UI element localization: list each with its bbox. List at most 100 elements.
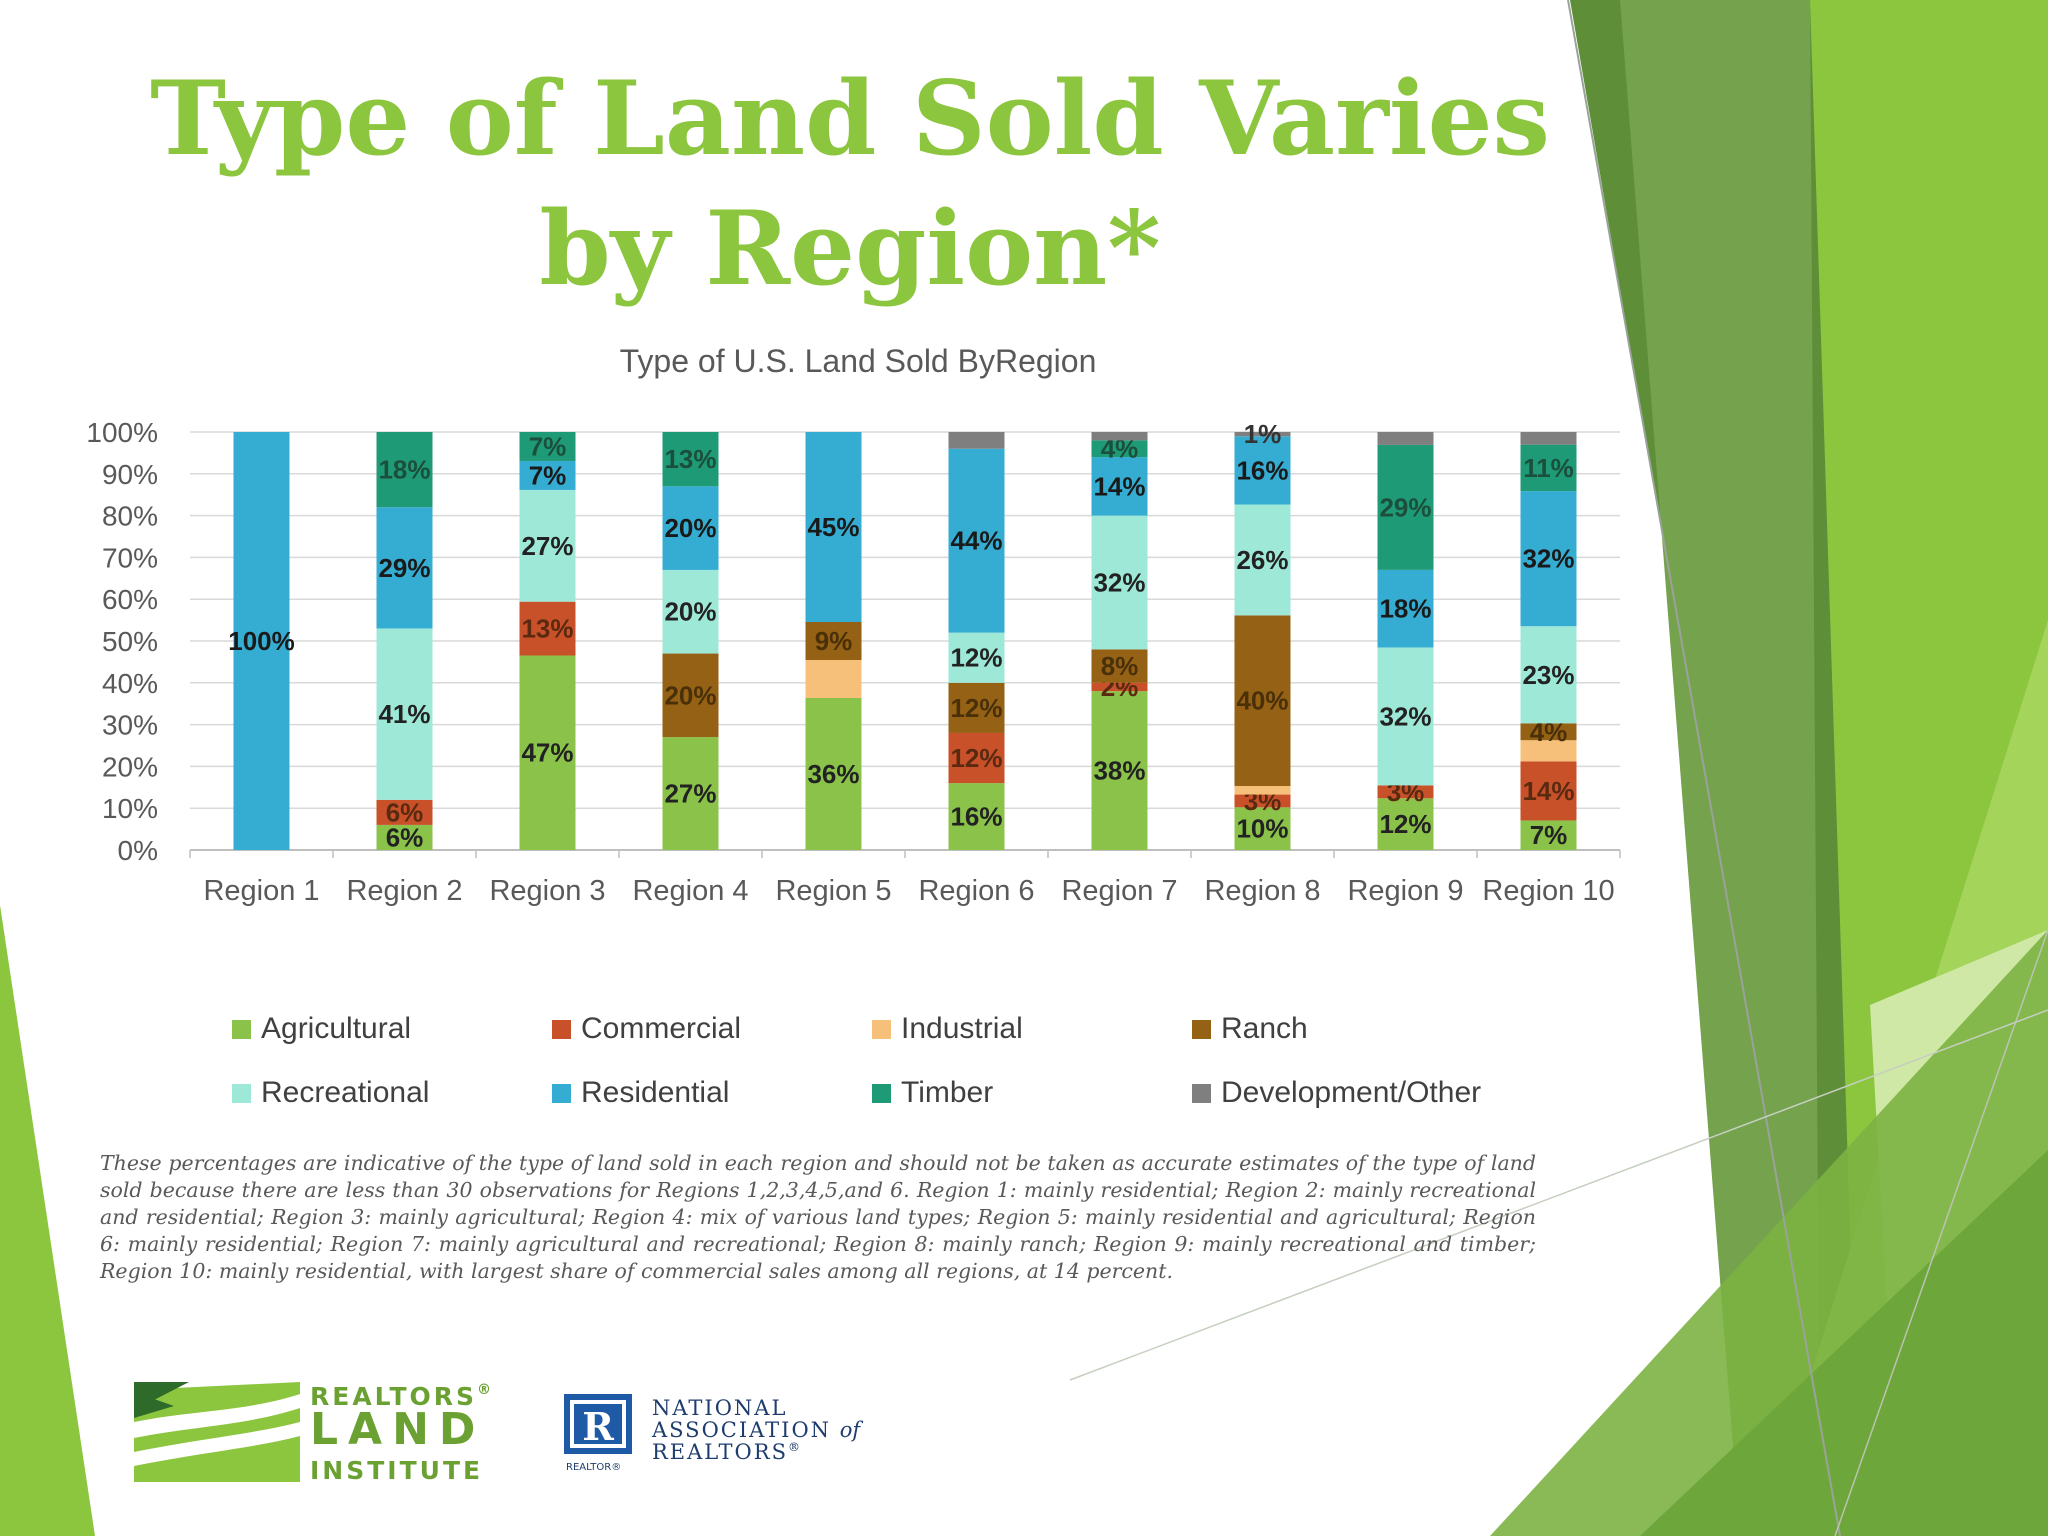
bar-segment bbox=[1377, 444, 1434, 570]
data-label: 13% bbox=[521, 614, 573, 644]
legend-item: Recreational bbox=[232, 1076, 429, 1110]
y-tick-label: 100% bbox=[86, 417, 158, 448]
bar-segment bbox=[1091, 649, 1148, 683]
x-tick-label: Region 4 bbox=[632, 875, 748, 907]
legend-item: Timber bbox=[872, 1076, 993, 1110]
data-label: 38% bbox=[1093, 756, 1145, 786]
bar-segment bbox=[1377, 569, 1434, 648]
bar-segment bbox=[948, 432, 1005, 449]
data-label: 7% bbox=[529, 460, 567, 490]
data-label: 9% bbox=[815, 626, 853, 656]
bar-segment bbox=[1234, 436, 1291, 505]
x-tick-label: Region 3 bbox=[489, 875, 605, 907]
footnote: These percentages are indicative of the … bbox=[100, 1151, 1536, 1283]
data-label: 27% bbox=[521, 531, 573, 561]
nar-r-logo-icon: R bbox=[564, 1394, 632, 1454]
legend-label: Ranch bbox=[1221, 1012, 1308, 1045]
bar-segment bbox=[376, 507, 433, 629]
data-label: 6% bbox=[386, 797, 424, 827]
bar-segment bbox=[948, 632, 1005, 683]
bar-segment bbox=[1520, 491, 1577, 627]
data-label: 20% bbox=[664, 513, 716, 543]
bar-segment bbox=[233, 432, 290, 850]
data-label: 16% bbox=[1236, 455, 1288, 485]
bar-segment bbox=[805, 622, 862, 660]
bar-segment bbox=[1520, 740, 1577, 762]
data-label: 18% bbox=[378, 455, 430, 485]
x-tick-label: Region 5 bbox=[775, 875, 891, 907]
bar-segment bbox=[805, 432, 862, 622]
y-tick-label: 70% bbox=[102, 542, 158, 573]
bar-segment bbox=[1091, 440, 1148, 458]
bar-segment bbox=[662, 737, 719, 850]
legend-label: Development/Other bbox=[1221, 1076, 1482, 1109]
bar-segment bbox=[376, 799, 433, 825]
data-label: 32% bbox=[1093, 567, 1145, 597]
bar-segment bbox=[948, 732, 1005, 784]
data-label: 1% bbox=[1244, 419, 1282, 449]
bar-segment bbox=[1091, 432, 1148, 441]
bar-segment bbox=[1234, 504, 1291, 616]
data-label: 29% bbox=[1379, 492, 1431, 522]
data-label: 10% bbox=[1236, 814, 1288, 844]
bar-segment bbox=[1377, 647, 1434, 786]
legend-item: Industrial bbox=[872, 1012, 1023, 1046]
rli-logo bbox=[134, 1382, 300, 1482]
y-tick-label: 10% bbox=[102, 793, 158, 824]
bar-segment bbox=[1520, 761, 1577, 821]
legend-label: Industrial bbox=[901, 1012, 1023, 1045]
bar-segment bbox=[1377, 798, 1434, 850]
x-tick-label: Region 6 bbox=[918, 875, 1034, 907]
nar-r-letter: R bbox=[582, 1404, 614, 1449]
bar-segment bbox=[519, 489, 576, 602]
bar-segment bbox=[948, 448, 1005, 633]
bar-segment bbox=[662, 653, 719, 738]
data-label: 7% bbox=[529, 431, 567, 461]
x-tick-label: Region 9 bbox=[1347, 875, 1463, 907]
data-label: 12% bbox=[950, 643, 1002, 673]
legend-label: Recreational bbox=[261, 1076, 430, 1109]
legend-item: Ranch bbox=[1192, 1012, 1308, 1046]
legend-swatch bbox=[552, 1083, 571, 1103]
x-tick-label: Region 10 bbox=[1482, 875, 1614, 907]
y-tick-label: 30% bbox=[102, 710, 158, 741]
bar-segment bbox=[805, 660, 862, 698]
data-label: 13% bbox=[664, 444, 716, 474]
rli-logo-line1: REALTORS® bbox=[310, 1382, 495, 1411]
rli-logo-line2: LAND bbox=[310, 1404, 486, 1455]
y-tick-label: 50% bbox=[102, 626, 158, 657]
data-label: 40% bbox=[1236, 686, 1288, 716]
bar-segment bbox=[1234, 794, 1291, 808]
bar-segment bbox=[1520, 723, 1577, 741]
bar-segment bbox=[1091, 457, 1148, 516]
bar-segment bbox=[519, 655, 576, 850]
x-tick-label: Region 2 bbox=[346, 875, 462, 907]
bar-segment bbox=[1234, 615, 1291, 787]
legend-label: Timber bbox=[901, 1076, 994, 1109]
chart-title: Type of U.S. Land Sold ByRegion bbox=[620, 343, 1097, 379]
legend-item: Commercial bbox=[552, 1012, 741, 1046]
legend-swatch bbox=[872, 1083, 891, 1103]
data-label: 100% bbox=[228, 626, 295, 656]
bar-segment bbox=[1091, 691, 1148, 850]
data-label: 8% bbox=[1101, 651, 1139, 681]
y-tick-label: 20% bbox=[102, 751, 158, 782]
data-label: 47% bbox=[521, 738, 573, 768]
bar-segment bbox=[519, 432, 576, 461]
bar-segment bbox=[662, 432, 719, 487]
bar-segment bbox=[1234, 432, 1291, 437]
bar-segment bbox=[948, 682, 1005, 733]
bar-segment bbox=[376, 824, 433, 850]
slide-title-line1: Type of Land Sold Varies bbox=[150, 59, 1550, 179]
data-label: 41% bbox=[378, 699, 430, 729]
nar-logo-line3: REALTORS® bbox=[652, 1440, 802, 1464]
data-label: 6% bbox=[386, 822, 424, 852]
bar-segment bbox=[1520, 444, 1577, 492]
y-tick-label: 90% bbox=[102, 459, 158, 490]
data-label: 44% bbox=[950, 526, 1002, 556]
bar-segment bbox=[1520, 820, 1577, 850]
legend-item: Agricultural bbox=[232, 1012, 411, 1046]
y-tick-label: 40% bbox=[102, 668, 158, 699]
bar-segment bbox=[376, 628, 433, 800]
legend-label: Residential bbox=[581, 1076, 730, 1109]
